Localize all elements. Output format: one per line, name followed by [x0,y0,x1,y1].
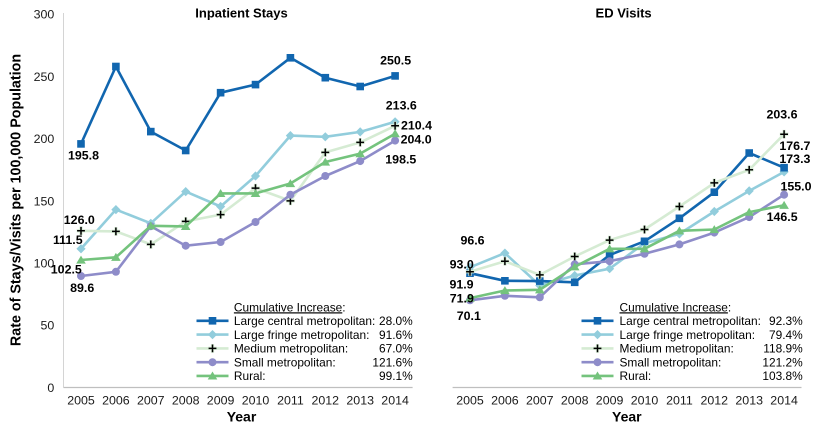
svg-text:2010: 2010 [631,393,659,407]
svg-text:2014: 2014 [381,393,409,407]
svg-text:Inpatient Stays: Inpatient Stays [195,5,287,20]
svg-text:99.1%: 99.1% [379,369,413,383]
svg-text:103.8%: 103.8% [762,369,803,383]
svg-text:Large fringe metropolitan:: Large fringe metropolitan: [620,328,756,342]
svg-text:Medium metropolitan:: Medium metropolitan: [620,342,734,356]
svg-text:0: 0 [47,381,54,395]
svg-text:250: 250 [34,70,55,84]
svg-text:2011: 2011 [277,393,304,407]
svg-text:100: 100 [34,257,55,271]
svg-text:71.9: 71.9 [450,292,474,306]
svg-text:Year: Year [227,409,257,425]
svg-text:2013: 2013 [735,393,763,407]
svg-text:93.0: 93.0 [450,257,474,271]
svg-text:2007: 2007 [137,393,165,407]
svg-text:2013: 2013 [346,393,374,407]
svg-text:Rural:: Rural: [620,369,652,383]
svg-text:Small metropolitan:: Small metropolitan: [234,356,336,370]
svg-text:198.5: 198.5 [385,153,416,167]
svg-text:91.9: 91.9 [449,277,473,291]
svg-text:Cumulative Increase:: Cumulative Increase: [620,300,732,314]
svg-text:50: 50 [41,319,55,333]
svg-text:213.6: 213.6 [386,98,417,112]
svg-text:111.5: 111.5 [53,233,83,247]
svg-text:70.1: 70.1 [457,309,481,323]
svg-text:ED Visits: ED Visits [596,5,652,20]
svg-text:146.5: 146.5 [767,210,798,224]
svg-text:2005: 2005 [456,393,484,407]
svg-text:2011: 2011 [666,393,693,407]
svg-text:118.9%: 118.9% [763,342,803,356]
svg-text:Rural:: Rural: [234,369,266,383]
svg-text:Medium metropolitan:: Medium metropolitan: [234,342,348,356]
svg-text:195.8: 195.8 [68,149,99,163]
svg-text:Year: Year [612,409,642,425]
svg-text:92.3%: 92.3% [769,314,803,328]
svg-text:96.6: 96.6 [460,233,484,247]
svg-text:Large central metropolitan:: Large central metropolitan: [620,314,761,328]
svg-text:2006: 2006 [491,393,519,407]
svg-text:203.6: 203.6 [766,107,797,121]
svg-text:28.0%: 28.0% [379,314,413,328]
svg-text:Cumulative Increase:: Cumulative Increase: [234,300,346,314]
svg-text:2010: 2010 [242,393,270,407]
svg-text:2008: 2008 [172,393,200,407]
svg-text:89.6: 89.6 [70,281,94,295]
svg-text:2007: 2007 [526,393,554,407]
svg-text:300: 300 [34,8,55,22]
svg-text:2009: 2009 [207,393,235,407]
svg-text:Large fringe metropolitan:: Large fringe metropolitan: [234,328,370,342]
svg-text:2006: 2006 [102,393,130,407]
svg-text:102.5: 102.5 [51,263,82,277]
svg-text:121.2%: 121.2% [762,356,803,370]
svg-text:210.4: 210.4 [401,118,432,132]
svg-text:2005: 2005 [67,393,95,407]
svg-text:150: 150 [34,194,55,208]
svg-text:204.0: 204.0 [401,133,432,147]
svg-text:2009: 2009 [596,393,624,407]
svg-text:2012: 2012 [312,393,340,407]
svg-text:250.5: 250.5 [380,53,411,67]
svg-text:200: 200 [34,132,55,146]
svg-text:79.4%: 79.4% [769,328,803,342]
svg-text:173.3: 173.3 [779,152,810,166]
svg-text:121.6%: 121.6% [372,356,413,370]
svg-text:Rate of Stays/Visits per 100,0: Rate of Stays/Visits per 100,000 Populat… [9,54,25,346]
svg-text:2014: 2014 [770,393,798,407]
svg-text:Small metropolitan:: Small metropolitan: [620,356,722,370]
svg-text:155.0: 155.0 [780,180,811,194]
svg-text:2012: 2012 [701,393,729,407]
svg-text:126.0: 126.0 [64,213,95,227]
svg-text:67.0%: 67.0% [379,342,413,356]
svg-text:2008: 2008 [561,393,589,407]
svg-text:176.7: 176.7 [779,139,810,153]
svg-text:91.6%: 91.6% [379,328,413,342]
svg-text:Large central metropolitan:: Large central metropolitan: [234,314,375,328]
